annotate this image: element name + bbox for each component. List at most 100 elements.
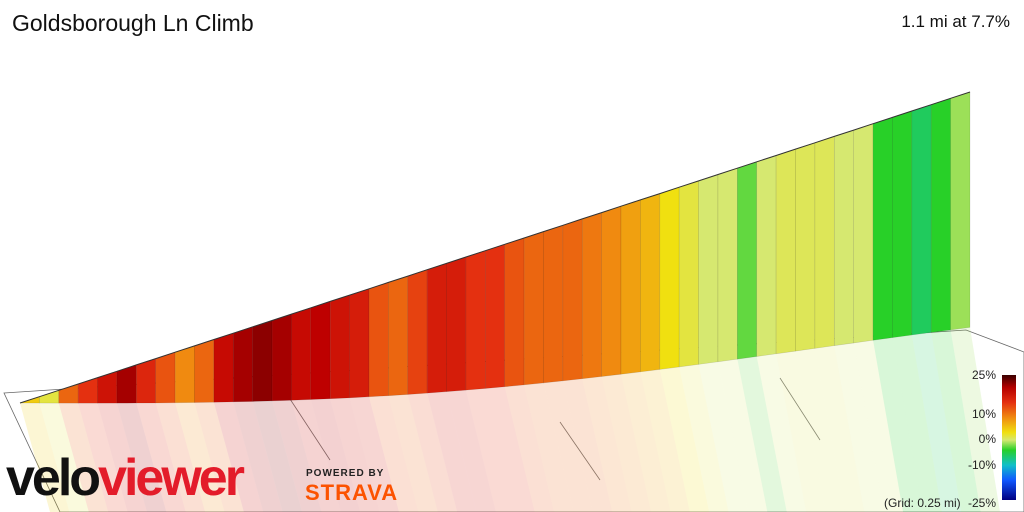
- profile-reflection: [640, 369, 690, 512]
- profile-reflection: [291, 399, 341, 512]
- grade-segment: [659, 186, 680, 370]
- profile-reflection: [407, 393, 458, 512]
- profile-reflection: [20, 403, 70, 512]
- profile-reflection: [795, 348, 845, 512]
- grade-segment: [232, 326, 253, 403]
- grade-segment: [213, 332, 234, 403]
- grade-segment: [853, 123, 874, 344]
- grade-segment: [678, 180, 699, 368]
- grade-segment: [39, 389, 60, 404]
- profile-outline: [19, 91, 971, 404]
- grade-segment: [194, 339, 215, 403]
- profile-reflection: [543, 380, 593, 512]
- grade-segment: [426, 262, 447, 394]
- profile-reflection: [504, 384, 555, 512]
- profile-reflection: [621, 371, 671, 512]
- grade-segment: [562, 218, 583, 382]
- grade-segment: [775, 148, 796, 355]
- grade-segment: [698, 174, 719, 365]
- powered-by-label: POWERED BY: [306, 468, 385, 479]
- profile-reflection: [524, 382, 574, 512]
- grade-segment: [349, 288, 370, 399]
- profile-reflection: [252, 400, 303, 512]
- grid-line: [559, 421, 601, 481]
- profile-reflection: [756, 353, 807, 512]
- profile-reflection: [834, 342, 884, 512]
- profile-reflection: [853, 340, 904, 512]
- grade-segment: [795, 142, 816, 352]
- grade-segment: [756, 155, 777, 357]
- profile-reflection: [78, 403, 128, 512]
- grade-segment: [504, 237, 525, 388]
- profile-reflection: [349, 396, 399, 512]
- veloviewer-logo: veloviewer: [6, 449, 245, 507]
- profile-reflection: [39, 403, 89, 512]
- profile-reflection: [213, 401, 264, 512]
- profile-reflection: [776, 351, 826, 512]
- grade-segment: [930, 97, 951, 333]
- grade-segment: [291, 307, 312, 401]
- grade-segment: [155, 351, 176, 404]
- profile-reflection: [116, 403, 167, 512]
- grade-segment: [581, 212, 602, 380]
- grid-line: [289, 398, 331, 461]
- grade-segment: [737, 161, 758, 360]
- grade-segment: [407, 269, 428, 395]
- grade-segment: [485, 243, 505, 389]
- grade-segment: [543, 224, 564, 384]
- grade-segment: [368, 281, 389, 398]
- grade-segment: [310, 301, 331, 400]
- legend-tick: -25%: [967, 496, 996, 510]
- profile-reflection: [368, 395, 419, 512]
- grade-segment: [97, 370, 118, 404]
- grade-segment: [136, 358, 157, 404]
- grade-segment: [950, 91, 971, 331]
- grade-segment: [814, 136, 835, 349]
- profile-reflection: [892, 335, 942, 512]
- grade-segment: [446, 256, 467, 393]
- profile-reflection: [446, 390, 496, 512]
- profile-reflection: [136, 402, 186, 512]
- grade-color-scale: [1002, 375, 1016, 500]
- grade-segment: [252, 320, 273, 402]
- profile-reflection: [310, 398, 361, 512]
- chart-title: Goldsborough Ln Climb: [12, 10, 254, 36]
- profile-reflection: [155, 402, 206, 512]
- profile-reflection: [814, 345, 865, 512]
- grade-segment: [523, 231, 544, 386]
- profile-reflection: [485, 386, 535, 512]
- legend-tick: 10%: [971, 407, 996, 421]
- profile-reflection: [97, 403, 147, 512]
- grade-segment: [833, 129, 854, 347]
- profile-reflection: [582, 376, 632, 512]
- logo-velo: velo: [6, 449, 101, 507]
- legend-tick: 0%: [978, 432, 996, 446]
- profile-reflection: [601, 374, 652, 512]
- grade-segment: [717, 167, 738, 363]
- profile-reflection: [58, 403, 109, 512]
- grid-note: (Grid: 0.25 mi): [884, 496, 961, 510]
- profile-reflection: [950, 327, 1000, 512]
- grade-segment: [174, 345, 195, 404]
- grid-line: [779, 377, 821, 441]
- profile-reflection: [233, 401, 283, 512]
- climb-summary: 1.1 mi at 7.7%: [901, 12, 1010, 31]
- profile-reflection: [679, 364, 729, 512]
- grade-segment: [329, 294, 350, 400]
- grade-segment: [640, 193, 661, 373]
- profile-reflection: [465, 388, 516, 512]
- grade-segment: [465, 250, 486, 391]
- profile-reflection: [562, 378, 613, 512]
- grade-segment: [911, 104, 932, 336]
- grade-segment: [892, 110, 913, 338]
- grade-segment: [388, 275, 409, 397]
- profile-reflection: [194, 402, 244, 512]
- logo-viewer: viewer: [98, 449, 245, 507]
- profile-reflection: [659, 366, 710, 512]
- profile-reflection: [388, 394, 438, 512]
- grade-segment: [77, 377, 98, 404]
- legend-tick: -10%: [967, 458, 996, 472]
- profile-reflection: [873, 337, 923, 512]
- profile-reflection: [931, 329, 981, 512]
